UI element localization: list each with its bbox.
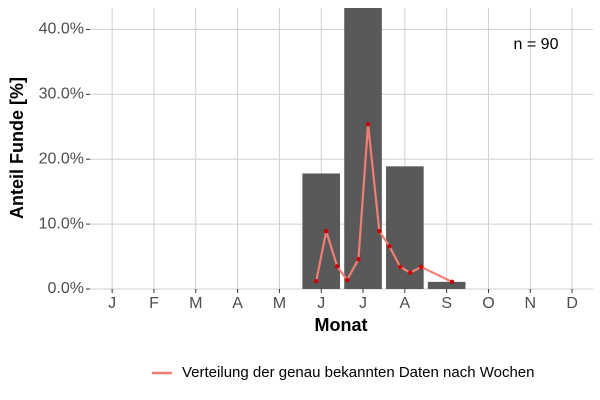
x-tick-label: F (149, 295, 159, 312)
y-tick-label: 30.0% (39, 86, 84, 103)
bar (344, 8, 382, 289)
y-tick-label: 40.0% (39, 21, 84, 38)
marks: 0.0% 10.0% 20.0% 30.0% 40.0% J F M A M J J A S O N D Vert… (39, 8, 578, 381)
legend-label: Verteilung der genau bekannten Daten nac… (182, 364, 535, 381)
x-tick-label: J (108, 295, 116, 312)
x-tick-label: O (482, 295, 494, 312)
point (365, 121, 371, 127)
x-axis-title: Monat (315, 315, 368, 335)
y-tick-label: 20.0% (39, 150, 84, 167)
point (398, 264, 403, 270)
x-tick-label: J (359, 295, 367, 312)
point (418, 264, 424, 270)
point (334, 264, 340, 269)
x-tick-label: N (525, 295, 537, 312)
y-tick-label: 0.0% (48, 280, 84, 297)
y-axis-title: Anteil Funde [%] (7, 77, 27, 219)
point (314, 279, 319, 284)
x-tick-label: J (317, 295, 325, 312)
point (324, 229, 329, 234)
bar (427, 281, 466, 289)
x-tick-label: A (400, 295, 411, 312)
point (408, 270, 413, 275)
x-tick-label: S (441, 295, 452, 312)
y-tick-label: 10.0% (39, 215, 84, 232)
x-tick-label: M (273, 295, 286, 312)
annotation: n = 90 (514, 36, 559, 53)
point (356, 256, 361, 262)
x-tick-label: M (189, 295, 202, 312)
point (449, 279, 455, 285)
point (387, 243, 392, 249)
x-tick-label: A (232, 295, 243, 312)
x-tick-label: D (566, 295, 578, 312)
bar (302, 173, 341, 289)
point (377, 229, 382, 234)
point (344, 277, 350, 283)
